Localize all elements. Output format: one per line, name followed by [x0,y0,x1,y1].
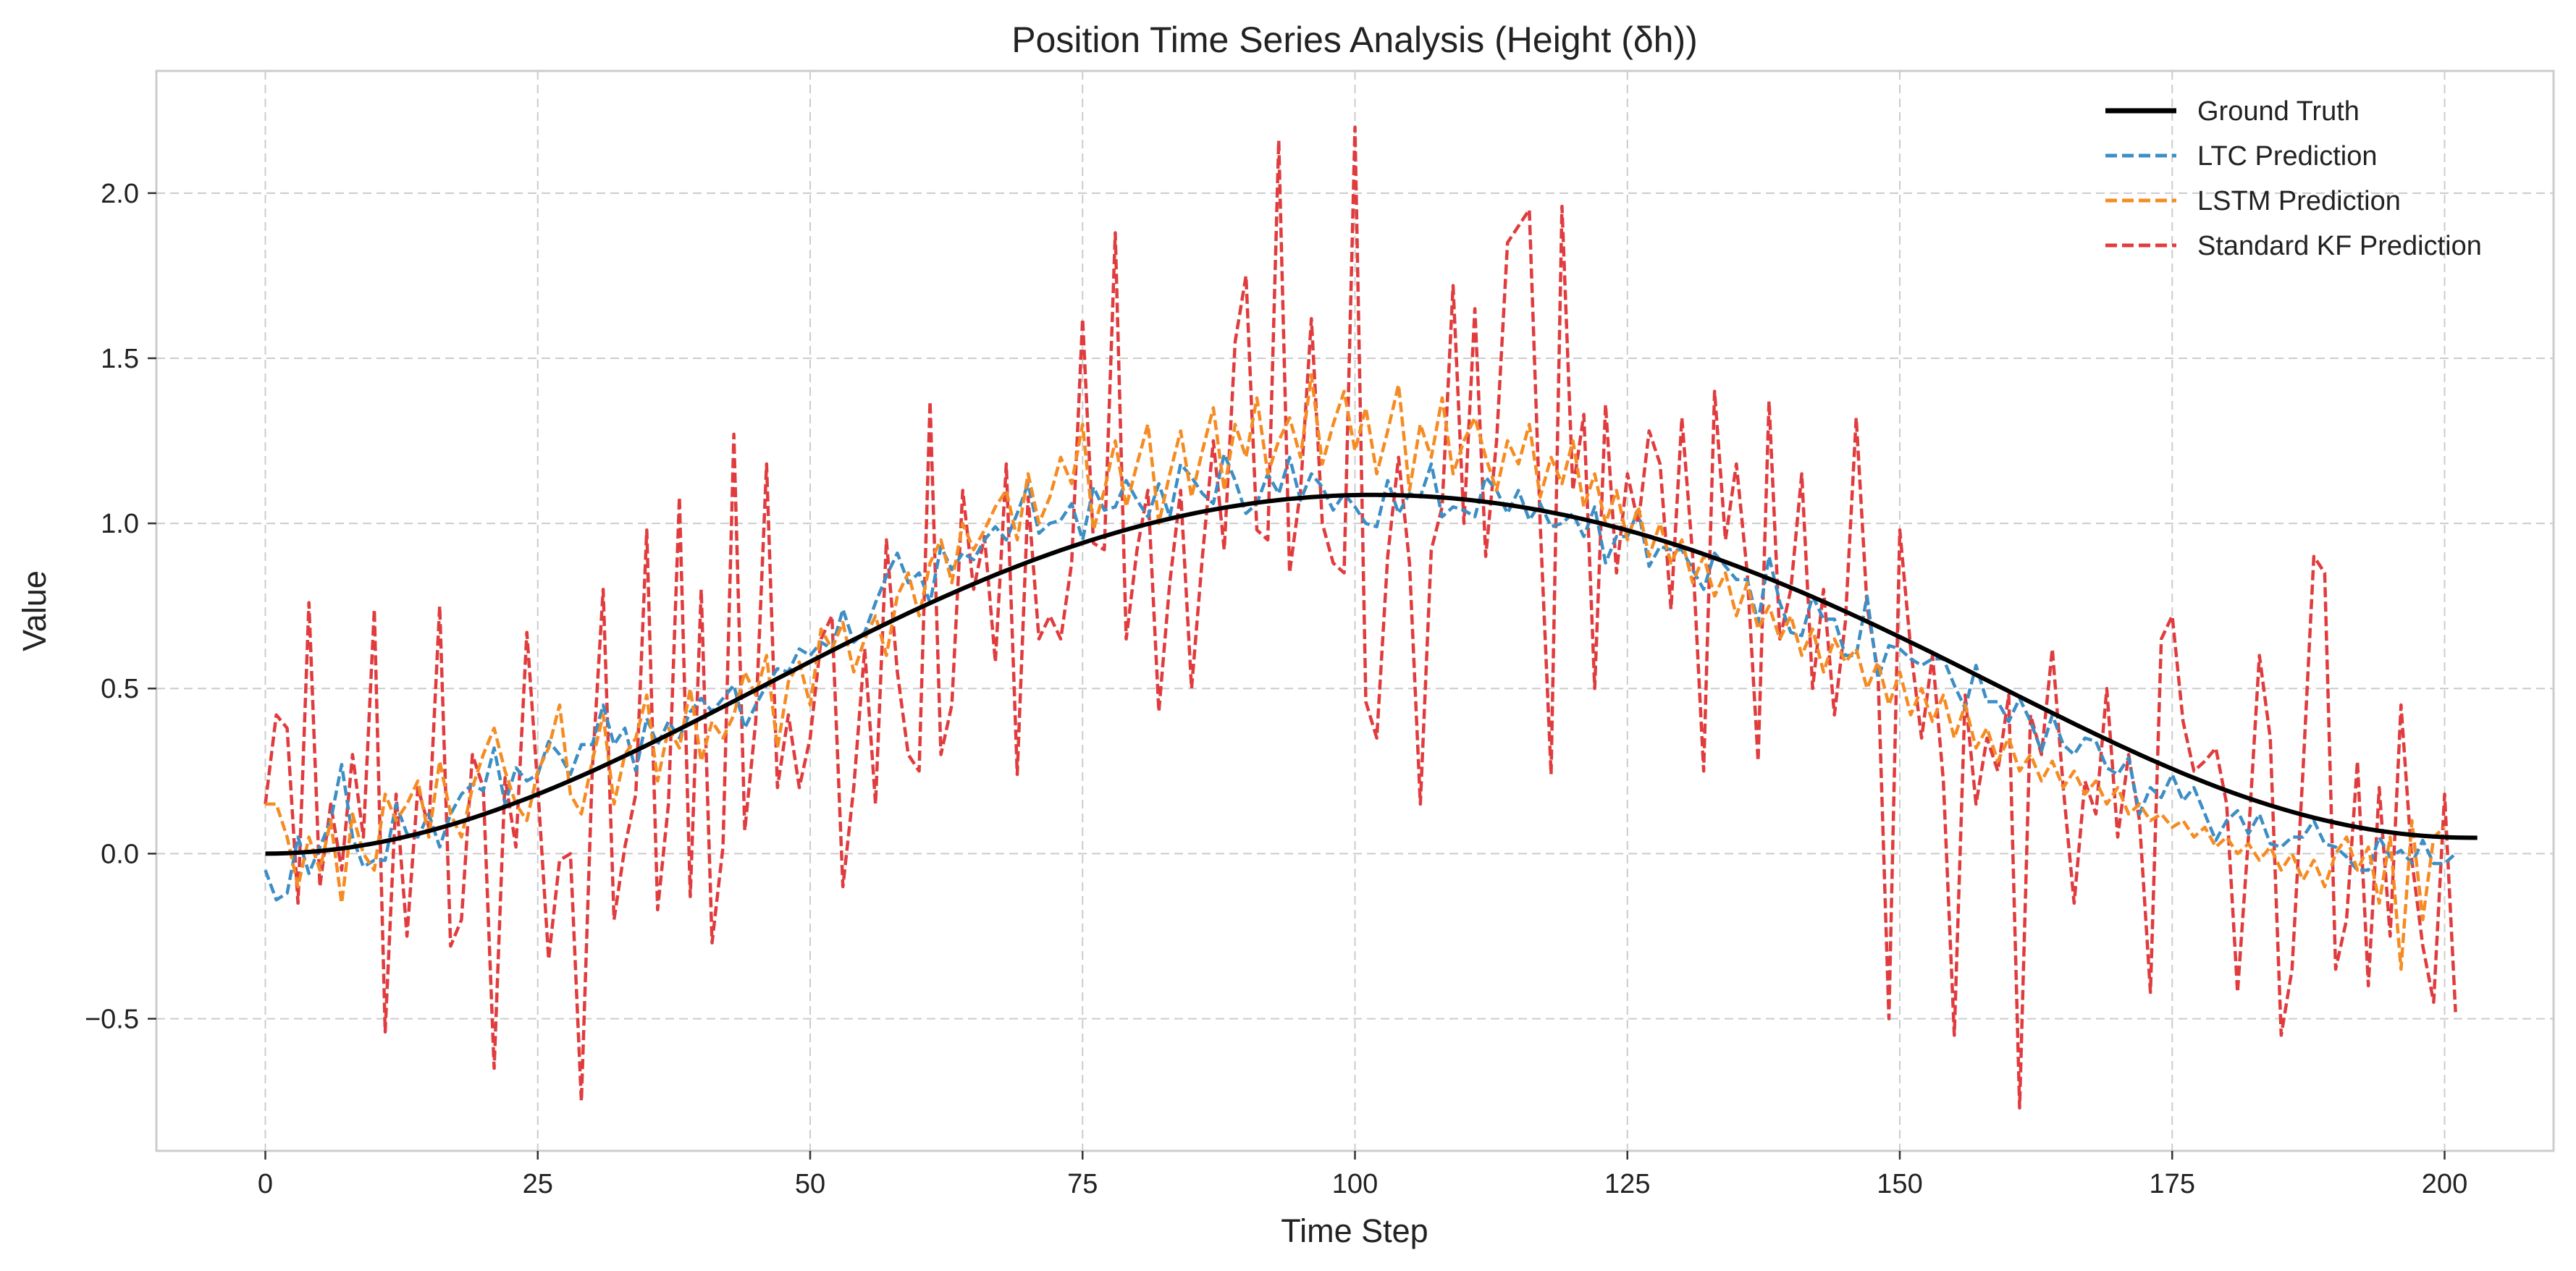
legend-label: Standard KF Prediction [2197,231,2482,261]
series-line-lstm-prediction [265,373,2446,971]
x-tick-label: 25 [523,1169,553,1199]
x-axis-label: Time Step [1281,1212,1428,1249]
x-tick-label: 150 [1877,1169,1922,1199]
x-tick-label: 200 [2422,1169,2467,1199]
y-tick-label: 0.5 [101,674,139,704]
x-tick-label: 0 [258,1169,273,1199]
series-line-standard-kf-prediction [264,125,2457,1110]
tick-layer: 0 25 50 75 100 125 150 175 200 −0.5 0.0 0.5 1.0 1.5 2.… [85,179,2467,1199]
x-tick-label: 175 [2150,1169,2195,1199]
series-layer [264,125,2478,1110]
chart-title: Position Time Series Analysis (Height (δ… [1011,20,1698,60]
x-tick-label: 125 [1604,1169,1650,1199]
y-axis-label: Value [16,570,53,651]
y-tick-label: 0.0 [101,839,139,869]
legend: Ground Truth LTC Prediction LSTM Predictio… [2105,96,2482,261]
series-line-ltc-prediction [264,452,2457,902]
legend-label: Ground Truth [2197,96,2360,127]
grid-layer [156,71,2554,1151]
x-tick-label: 75 [1067,1169,1098,1199]
y-tick-label: 1.0 [101,509,139,539]
x-tick-label: 100 [1332,1169,1378,1199]
y-tick-label: 2.0 [101,179,139,209]
x-tick-label: 50 [795,1169,825,1199]
y-tick-label: 1.5 [101,344,139,374]
series-line-ground-truth [265,492,2478,856]
legend-label: LSTM Prediction [2197,186,2401,216]
y-tick-label: −0.5 [85,1004,139,1034]
legend-label: LTC Prediction [2197,141,2378,172]
